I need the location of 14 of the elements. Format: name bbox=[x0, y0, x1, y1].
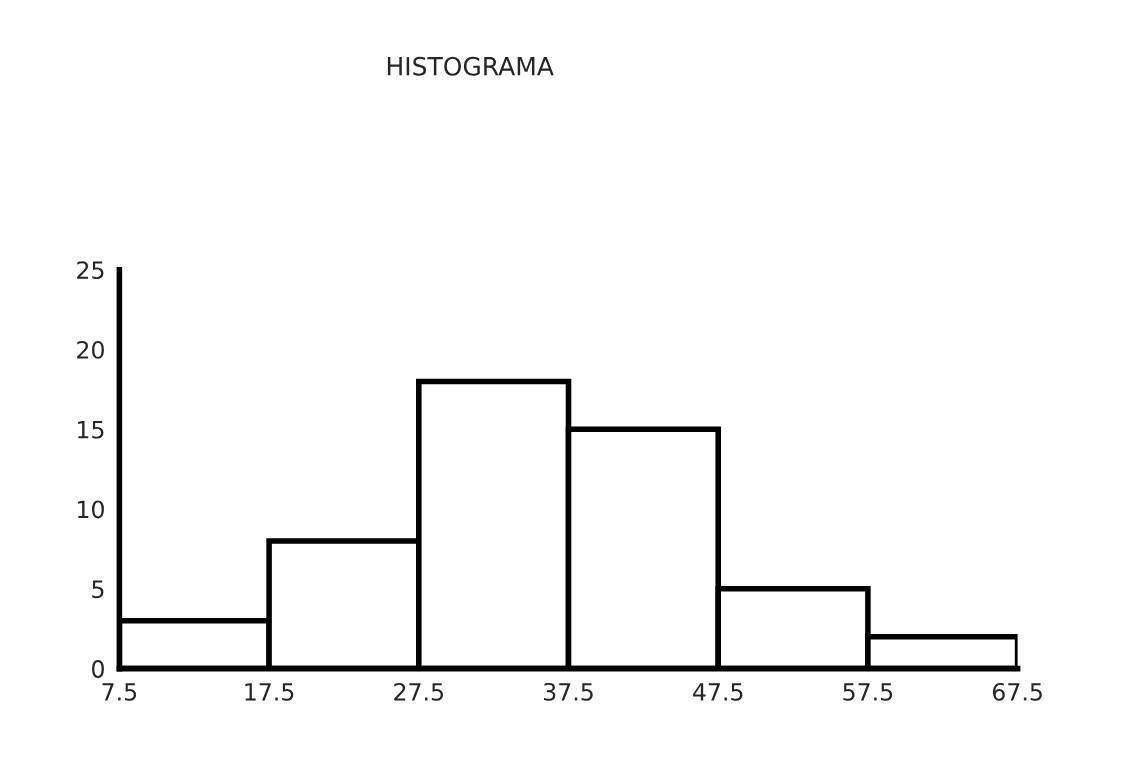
y-tick-label: 20 bbox=[77, 341, 104, 359]
x-tick-label: 27.5 bbox=[394, 682, 444, 701]
y-tick-label: 0 bbox=[92, 660, 104, 678]
x-tick-label: 37.5 bbox=[544, 682, 593, 701]
x-tick-label: 17.5 bbox=[245, 683, 294, 701]
chart-title: HISTOGRAMA bbox=[387, 56, 554, 76]
x-tick-label: 7.5 bbox=[102, 683, 137, 701]
x-tick-label: 67.5 bbox=[992, 682, 1042, 701]
y-tick-label: 15 bbox=[78, 421, 104, 439]
y-tick-label: 5 bbox=[92, 580, 104, 599]
y-tick-label: 10 bbox=[78, 500, 104, 519]
x-tick-label: 57.5 bbox=[843, 683, 893, 701]
x-tick-label: 47.5 bbox=[693, 683, 743, 701]
y-tick-label: 25 bbox=[77, 261, 104, 280]
